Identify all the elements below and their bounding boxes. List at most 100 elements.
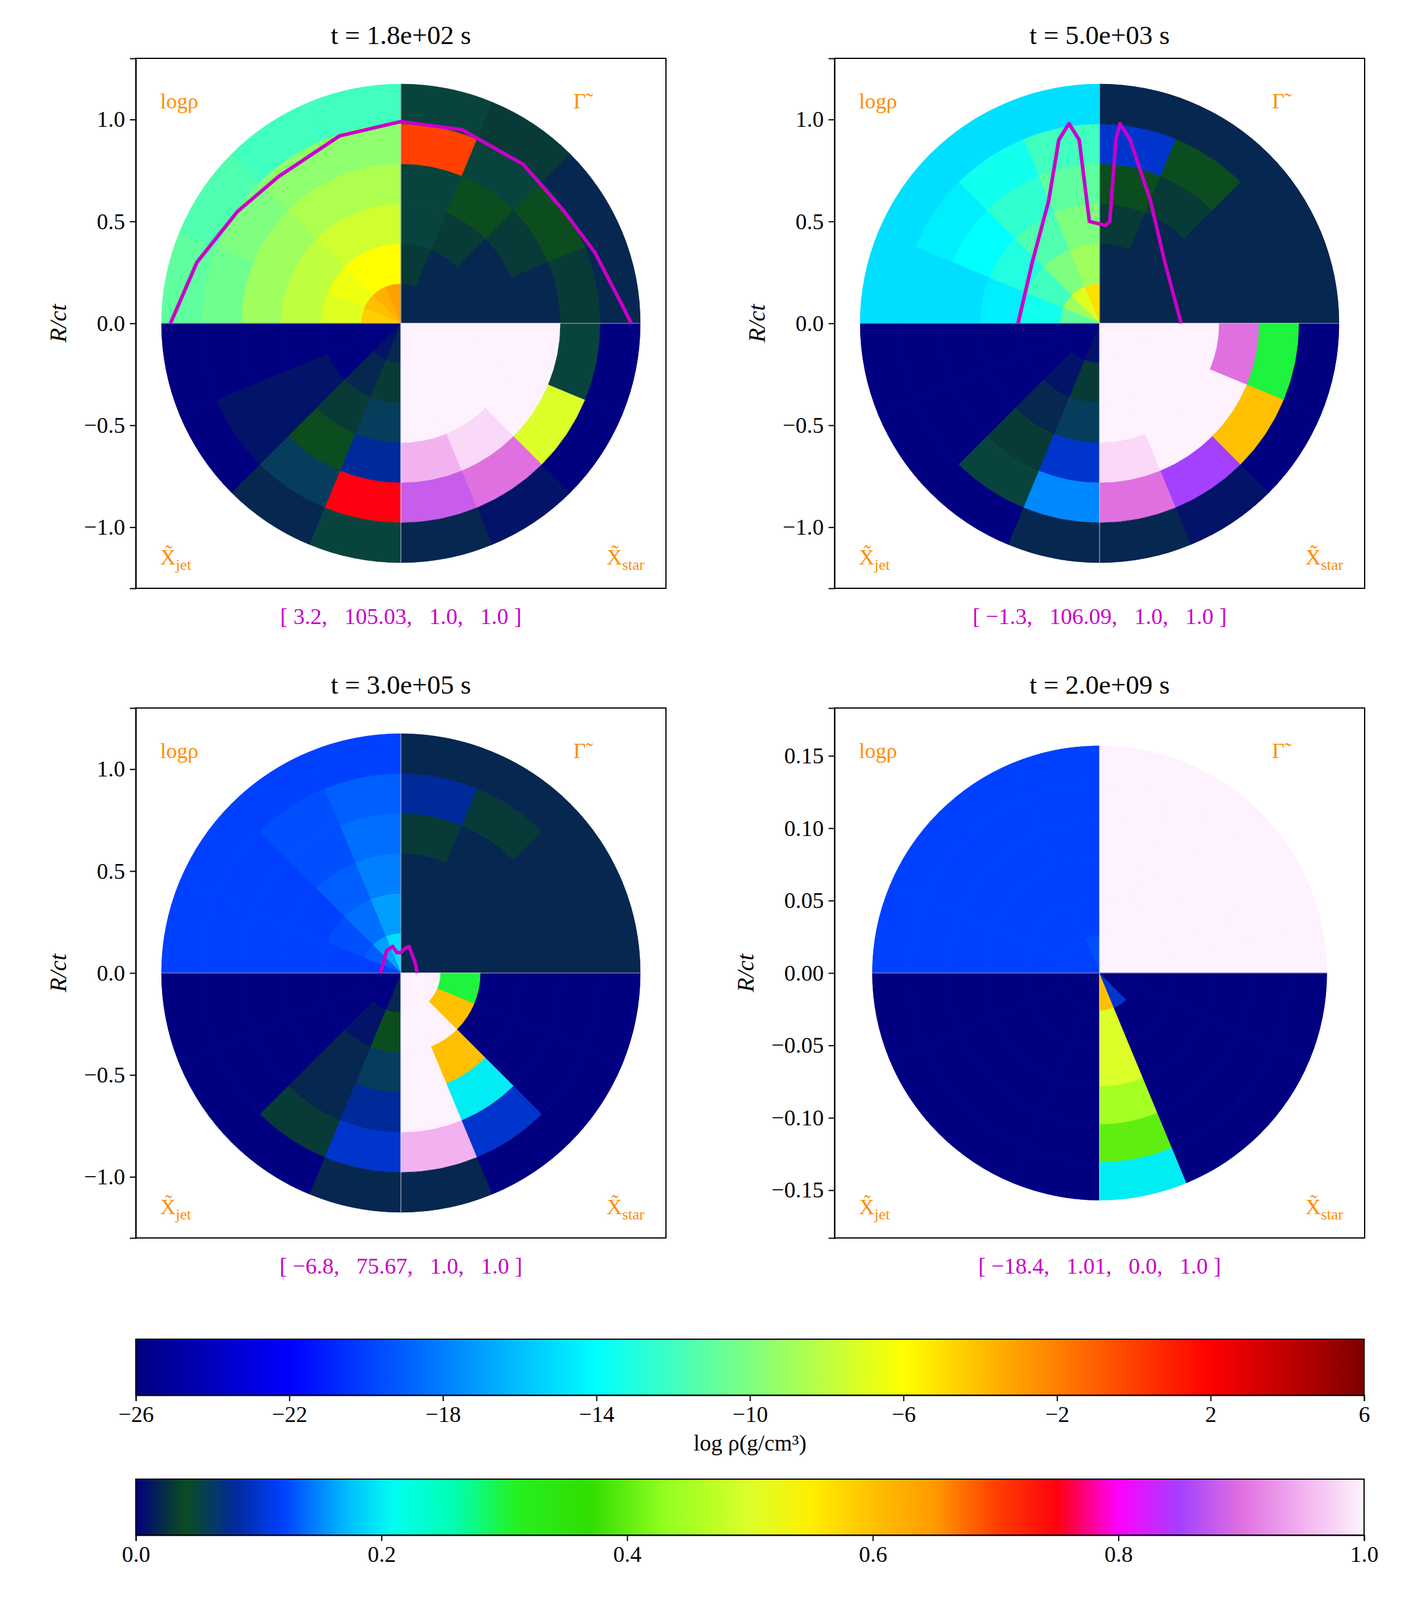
quadrant-label: X̃jet [160, 1195, 192, 1224]
tick-label: 0.0 [97, 960, 126, 986]
panel-title: t = 2.0e+09 s [1029, 670, 1170, 700]
contour-group [380, 947, 418, 974]
tick: 0.5 [97, 209, 137, 235]
tick-mark [129, 1177, 136, 1179]
heatmap-cell [1134, 973, 1176, 1003]
quadrant-label: X̃star [606, 545, 645, 574]
quadrant-label-text: Γ̃ [1272, 739, 1292, 764]
quadrant-label-text: X̃ [1305, 1195, 1321, 1220]
heatmap-cell [400, 957, 441, 974]
tick-mark [1210, 1395, 1212, 1402]
heatmap-cell [872, 886, 925, 974]
tick-label: 1.0 [97, 106, 126, 132]
heatmap-cell [400, 1157, 493, 1214]
annotation: [ −18.4, 1.01, 0.0, 1.0 ] [978, 1253, 1222, 1279]
heatmap-cell [281, 973, 328, 1020]
tick-mark [828, 755, 835, 758]
tick: −18 [425, 1395, 461, 1428]
contour-group [170, 121, 632, 324]
tick-label: 0.05 [784, 888, 825, 914]
tick: 1.0 [97, 756, 137, 782]
tick: 0.05 [784, 888, 836, 914]
axis-title: R/ct [732, 953, 759, 993]
heatmap-cell [360, 973, 401, 989]
tick-mark [749, 1395, 752, 1402]
quadrant-label-text: Γ̃ [573, 739, 594, 764]
tick-label: 0.2 [367, 1542, 397, 1568]
tick-mark [828, 220, 835, 223]
heatmap-cell [1099, 1148, 1187, 1201]
tick-label: −0.5 [83, 1062, 126, 1088]
heatmap-cell [878, 154, 959, 248]
tick-label: −18 [425, 1402, 461, 1428]
quadrant-separator [860, 322, 1340, 324]
heatmap-cell [161, 323, 217, 416]
tick: −0.5 [83, 412, 136, 438]
tick-label: −0.10 [771, 1105, 824, 1131]
plot-frame [135, 58, 666, 589]
heatmap-cell [585, 881, 641, 974]
heatmap-cell [872, 973, 925, 1061]
heatmap-cell [985, 973, 1030, 1017]
quadrant-label-text: Γ̃ [573, 89, 594, 114]
tick-mark [129, 1075, 136, 1077]
colorbar: 0.00.20.40.60.81.0 [122, 1479, 1379, 1568]
tick: −10 [732, 1395, 768, 1428]
axis-title: R/ct [44, 953, 72, 993]
quadrant-label-text: logρ [858, 739, 898, 764]
heatmap-cell [1012, 745, 1100, 799]
tick: −0.5 [83, 1062, 136, 1088]
tick-mark [828, 827, 835, 830]
panel: −1.0−0.50.00.51.0R/ctt = 1.8e+02 slogρΓ̃… [44, 20, 666, 630]
tick: −26 [118, 1395, 154, 1428]
heatmap-cell [1099, 83, 1192, 140]
heatmap-cell [474, 927, 521, 974]
heatmap-cell [1274, 973, 1328, 1061]
heatmap-cell [1099, 959, 1138, 974]
tick-mark [1056, 1395, 1058, 1402]
heatmap-cell [281, 323, 328, 370]
quadrant-label-subscript: star [1320, 1206, 1344, 1224]
axis-line [136, 1536, 1365, 1543]
tick-label: −1.0 [782, 514, 824, 540]
axis-line [828, 708, 836, 1239]
quadrant-separator [161, 322, 641, 324]
tick: 0.10 [784, 815, 836, 841]
tick: 0.5 [795, 209, 836, 235]
tick-label: −6 [891, 1402, 916, 1428]
tick: −0.05 [771, 1032, 835, 1058]
colorbar-fill [135, 1479, 1365, 1536]
quadrant-label-text: X̃ [160, 1195, 176, 1220]
heatmap-cell [474, 277, 521, 324]
heatmap-cell [1061, 973, 1100, 988]
tick: 1.0 [795, 106, 836, 132]
heatmap-cell [585, 973, 641, 1066]
heatmap-cell [1012, 1148, 1100, 1201]
tick-mark [129, 769, 136, 771]
tick-label: −14 [578, 1402, 615, 1428]
heatmap-cell [474, 973, 521, 1020]
heatmap-cell [400, 508, 493, 564]
tick: 0.6 [858, 1535, 888, 1568]
heatmap-cell [1099, 745, 1187, 799]
tick-label: 0.4 [613, 1542, 643, 1568]
tick: −2 [1045, 1395, 1070, 1428]
contour-line [380, 947, 418, 974]
heatmap-cell [585, 323, 641, 416]
tick-label: 0.5 [97, 209, 126, 235]
tick: 0.8 [1104, 1535, 1133, 1568]
tick-label: −0.15 [771, 1177, 824, 1203]
heatmap-cell [321, 942, 364, 974]
quadrant-label-subscript: star [621, 1206, 645, 1224]
panel: −0.15−0.10−0.050.000.050.100.15R/ctt = 2… [732, 670, 1365, 1279]
tick-label: 1.0 [1350, 1542, 1379, 1568]
heatmap-cell [179, 1049, 260, 1143]
tick-label: 0.10 [784, 815, 825, 841]
colorbar-title: log ρ(g/cm³) [693, 1430, 807, 1457]
heatmap-cell [179, 804, 260, 898]
panel-title: t = 1.8e+02 s [330, 20, 472, 51]
quadrant-label: X̃jet [858, 1195, 891, 1224]
figure: −1.0 −0.5 0.0 0.5 1.0 R/ct t = 1.8e+02 s logρ Γ̃… [0, 0, 1401, 1600]
tick-label: −0.5 [83, 412, 126, 438]
quadrant-label-text: logρ [160, 89, 199, 114]
